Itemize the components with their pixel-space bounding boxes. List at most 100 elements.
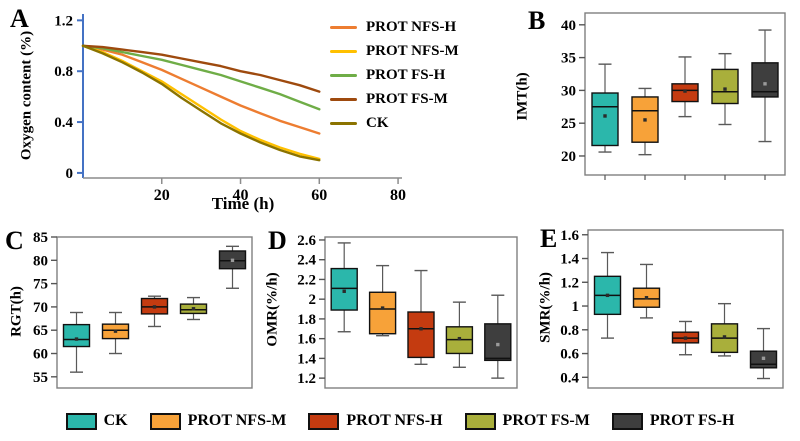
y-tick-label: 0	[66, 166, 74, 182]
mean-marker	[496, 342, 500, 347]
iqr-box	[62, 323, 91, 348]
box-swatch-prot-nfs-m	[149, 412, 181, 430]
mean-marker	[683, 336, 688, 340]
mean-marker	[723, 87, 727, 91]
plot-frame	[587, 229, 784, 389]
x-tick-label: 40	[233, 187, 249, 204]
legend-label: CK	[366, 114, 389, 131]
box-PROT FS-H	[749, 327, 778, 380]
x-tick-label: 80	[390, 187, 406, 204]
iqr-box	[407, 311, 435, 359]
panel-b-letter: B	[528, 6, 546, 35]
box-PROT FS-M	[445, 301, 474, 368]
panel-e-letter: E	[540, 224, 558, 253]
x-tick-label: 20	[154, 187, 170, 204]
mean-marker	[342, 289, 346, 293]
panel-d-letter: D	[268, 226, 287, 255]
figure-legend: CK PROT NFS-M PROT NFS-H PROT FS-M PROT …	[0, 404, 800, 438]
y-tick-label: 70	[33, 300, 48, 316]
y-tick-label: 55	[33, 370, 48, 386]
mean-marker	[419, 327, 423, 331]
legend-label: PROT NFS-M	[366, 42, 459, 59]
box-PROT NFS-H	[140, 295, 169, 328]
mean-marker	[113, 329, 118, 333]
box-PROT NFS-M	[368, 264, 397, 337]
y-tick-label: 75	[33, 277, 48, 293]
box-swatch-prot-nfs-h	[308, 412, 340, 430]
box-PROT NFS-M	[631, 87, 659, 156]
legend-item-ck: CK	[65, 412, 128, 430]
legend-label: PROT NFS-M	[187, 412, 287, 429]
legend-label: PROT FS-M	[366, 90, 448, 107]
mean-marker	[683, 89, 687, 93]
iqr-box	[711, 68, 739, 105]
mean-marker	[152, 305, 157, 309]
y-tick-label: 1.6	[297, 332, 316, 348]
y-tick-label: 1.8	[297, 312, 316, 328]
mean-marker	[722, 335, 727, 339]
y-tick-label: 2.6	[297, 233, 316, 249]
y-tick-label: 35	[561, 51, 576, 67]
box-CK	[591, 63, 619, 153]
box-PROT FS-H	[484, 294, 512, 379]
y-tick-label: 1.2	[560, 275, 579, 291]
y-tick-label: 0.8	[54, 64, 73, 80]
panel-c-letter: C	[5, 226, 24, 255]
y-tick-label: 60	[33, 347, 48, 363]
y-tick-label: 85	[33, 230, 48, 246]
box-PROT NFS-H	[407, 269, 435, 366]
iqr-box	[631, 96, 659, 143]
panel-a-line-chart: 0 0.4 0.8 1.2 20 40 60 80	[54, 13, 406, 204]
legend-item: PROT NFS-M	[330, 39, 459, 63]
line-swatch-prot-fs-m	[330, 97, 357, 101]
x-tick-label: 60	[311, 187, 327, 204]
box-swatch-prot-fs-m	[464, 412, 496, 430]
mean-marker	[457, 336, 462, 341]
box-PROT NFS-M	[101, 311, 130, 355]
y-tick-label: 65	[33, 323, 48, 339]
iqr-box	[330, 267, 358, 311]
y-tick-label: 30	[561, 83, 576, 99]
box-swatch-prot-fs-h	[611, 412, 643, 430]
plot-frame	[56, 236, 253, 389]
box-swatch-ck	[65, 412, 97, 430]
box-PROT NFS-H	[671, 56, 699, 118]
box-PROT FS-H	[218, 245, 247, 289]
y-tick-label: 25	[561, 116, 576, 132]
box-PROT FS-M	[179, 296, 208, 321]
legend-item-prot-fs-h: PROT FS-H	[611, 412, 735, 430]
y-tick-label: 80	[33, 253, 48, 269]
legend-label: PROT NFS-H	[346, 412, 443, 429]
y-tick-label: 1.2	[297, 371, 316, 387]
y-tick-label: 1.4	[297, 351, 316, 367]
legend-item-prot-fs-m: PROT FS-M	[464, 412, 590, 430]
legend-label: CK	[103, 412, 128, 429]
mean-marker	[380, 306, 385, 310]
legend-label: PROT FS-H	[649, 412, 735, 429]
panel-a-legend: PROT NFS-H PROT NFS-M PROT FS-H PROT FS-…	[330, 15, 459, 135]
y-tick-label: 2	[309, 292, 317, 308]
panel-e-boxplot-smr: 0.4 0.6 0.8 1 1.2 1.4 1.6	[560, 228, 784, 389]
y-tick-label: 0.4	[560, 370, 579, 386]
mean-marker	[230, 258, 235, 263]
line-swatch-prot-nfs-h	[330, 25, 357, 29]
legend-label: PROT FS-M	[502, 412, 590, 429]
mean-marker	[763, 82, 767, 86]
y-tick-label: 2.2	[297, 272, 316, 288]
y-tick-label: 0.4	[54, 115, 73, 131]
panel-c-boxplot-rgt: 55 60 65 70 75 80 85	[33, 230, 253, 389]
y-tick-label: 0.8	[560, 323, 579, 339]
box-PROT FS-H	[751, 29, 779, 143]
mean-marker	[603, 114, 607, 118]
line-CK	[81, 44, 321, 162]
line-PROT FS-M	[81, 44, 321, 93]
box-CK	[330, 242, 358, 333]
y-tick-label: 0.6	[560, 347, 579, 363]
iqr-box	[591, 92, 619, 147]
y-tick-label: 20	[561, 149, 576, 165]
y-tick-label: 1	[572, 299, 580, 315]
box-PROT NFS-H	[671, 320, 700, 356]
iqr-box	[484, 323, 512, 362]
line-PROT NFS-H	[81, 44, 321, 135]
